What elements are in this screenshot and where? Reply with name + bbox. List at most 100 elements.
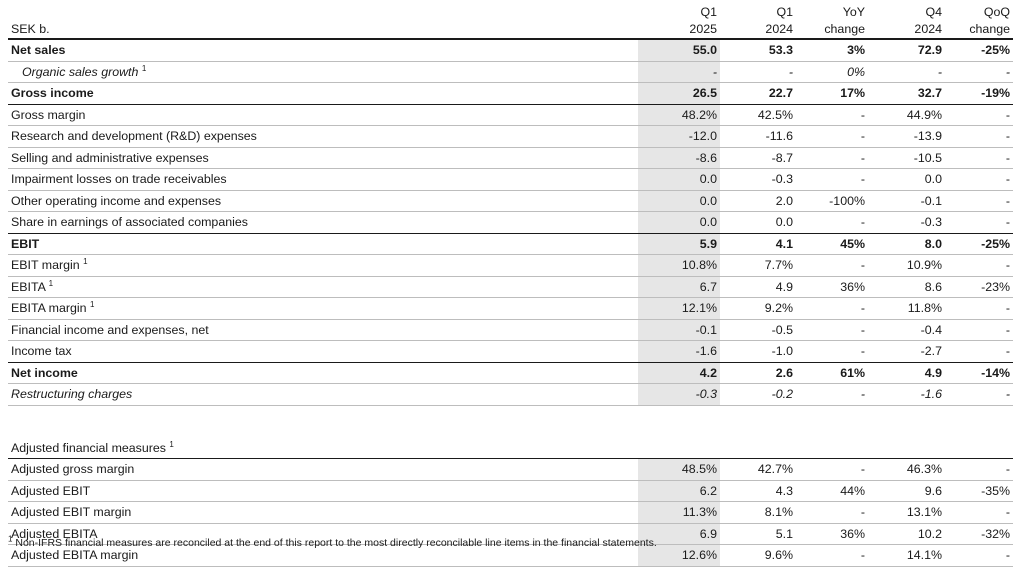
footnote-ref: 1: [89, 300, 95, 310]
cell-col-2: -8.7: [720, 147, 796, 169]
col-header-1-line1: Q1: [700, 5, 717, 19]
row-label: Adjusted EBIT: [8, 480, 638, 502]
cell-col-2: 5.1: [720, 523, 796, 545]
cell-col-3: -: [796, 104, 868, 126]
adjusted-section-title: Adjusted financial measures 1: [8, 437, 638, 459]
cell-col-3: 36%: [796, 276, 868, 298]
cell-col-4: 8.0: [868, 233, 945, 255]
row-label: EBIT margin 1: [8, 254, 638, 277]
cell-col-3: 0%: [796, 61, 868, 83]
cell-col-4: -0.4: [868, 319, 945, 341]
cell-col-5: -: [945, 190, 1013, 212]
cell-col-1: 48.2%: [638, 104, 720, 126]
table-row: Impairment losses on trade receivables 0.…: [8, 168, 1013, 191]
col-header-3-line2: change: [796, 21, 868, 40]
cell-col-1: -: [638, 61, 720, 83]
footnote-ref: 1: [141, 63, 147, 73]
unit-label: SEK b.: [8, 21, 638, 40]
row-label: Selling and administrative expenses: [8, 147, 638, 169]
cell-col-1: 26.5: [638, 82, 720, 105]
cell-col-5: -: [945, 104, 1013, 126]
adjusted-measures-body: Adjusted financial measures 1 Adjusted gr…: [8, 405, 1013, 567]
cell-col-2: 4.9: [720, 276, 796, 298]
cell-col-1: -0.3: [638, 383, 720, 406]
footnote: 1 Non-IFRS financial measures are reconc…: [8, 534, 657, 549]
cell-col-3: 45%: [796, 233, 868, 255]
cell-col-5: -14%: [945, 362, 1013, 384]
cell-col-4: 11.8%: [868, 297, 945, 320]
row-label: Research and development (R&D) expenses: [8, 125, 638, 148]
table-row: Income tax -1.6 -1.0- -2.7-: [8, 340, 1013, 363]
cell-col-4: 13.1%: [868, 501, 945, 524]
cell-col-4: 44.9%: [868, 104, 945, 126]
financial-summary-table: Q1 Q1 YoY Q4 QoQ SEK b. 2025 2024 change…: [8, 4, 1013, 567]
table-row: EBIT margin 1 10.8% 7.7% -10.9% -: [8, 254, 1013, 277]
cell-col-2: -0.3: [720, 168, 796, 191]
cell-col-2: 2.0: [720, 190, 796, 212]
cell-col-2: -0.2: [720, 383, 796, 406]
header-blank: [8, 4, 638, 21]
cell-col-1: -0.1: [638, 319, 720, 341]
table-row: Share in earnings of associated companie…: [8, 211, 1013, 234]
table-row: EBIT 5.9 4.1 45% 8.0 -25%: [8, 233, 1013, 255]
cell-col-5: -: [945, 501, 1013, 524]
row-label: Other operating income and expenses: [8, 190, 638, 212]
table-row: Adjusted EBITA 6.9 5.1 36% 10.2 -32%: [8, 523, 1013, 545]
cell-col-3: -: [796, 544, 868, 567]
row-label: Gross margin: [8, 104, 638, 126]
row-label: Adjusted EBITA: [8, 523, 638, 545]
cell-col-3: -: [796, 319, 868, 341]
row-label: Impairment losses on trade receivables: [8, 168, 638, 191]
cell-col-3: -: [796, 458, 868, 481]
cell-col-3: -: [796, 340, 868, 363]
row-label: Financial income and expenses, net: [8, 319, 638, 341]
row-label: Adjusted EBIT margin: [8, 501, 638, 524]
col-header-2-line2: 2024: [720, 21, 796, 40]
footnote-marker: 1: [8, 534, 13, 544]
cell-col-1: -8.6: [638, 147, 720, 169]
cell-col-4: -0.3: [868, 211, 945, 234]
table-row: EBITA margin 1 12.1% 9.2% -11.8% -: [8, 297, 1013, 320]
row-label: Share in earnings of associated companie…: [8, 211, 638, 234]
cell-col-2: 2.6: [720, 362, 796, 384]
table-row: Net sales 55.0 53.3 3% 72.9 -25%: [8, 39, 1013, 62]
cell-col-4: -1.6: [868, 383, 945, 406]
income-statement-body: Net sales 55.0 53.3 3% 72.9 -25% Organic sales…: [8, 39, 1013, 406]
cell-col-5: -: [945, 297, 1013, 320]
table-row: Adjusted EBIT 6.2 4.3 44% 9.6 -35%: [8, 480, 1013, 502]
cell-col-3: -: [796, 125, 868, 148]
cell-col-2: 9.2%: [720, 297, 796, 320]
table-row: Selling and administrative expenses -8.6-…: [8, 147, 1013, 169]
adjusted-section-header: Adjusted financial measures 1: [8, 437, 1013, 459]
footnote-ref: 1: [169, 439, 174, 449]
cell-col-3: 36%: [796, 523, 868, 545]
table-row: Adjusted EBIT margin 11.3% 8.1% -13.1% -: [8, 501, 1013, 524]
footnote-ref: 1: [48, 278, 54, 288]
row-label: EBITA margin 1: [8, 297, 638, 320]
cell-col-4: -: [868, 61, 945, 83]
cell-col-2: 9.6%: [720, 544, 796, 567]
cell-col-3: 3%: [796, 39, 868, 62]
cell-col-1: 11.3%: [638, 501, 720, 524]
cell-col-4: 9.6: [868, 480, 945, 502]
cell-col-2: -: [720, 61, 796, 83]
cell-col-5: -: [945, 168, 1013, 191]
cell-col-5: -25%: [945, 233, 1013, 255]
cell-col-4: 46.3%: [868, 458, 945, 481]
cell-col-5: -: [945, 319, 1013, 341]
cell-col-1: -12.0: [638, 125, 720, 148]
cell-col-1: 4.2: [638, 362, 720, 384]
cell-col-5: -: [945, 383, 1013, 406]
cell-col-3: -100%: [796, 190, 868, 212]
cell-col-5: -: [945, 125, 1013, 148]
table-row: Financial income and expenses, net -0.1 -0…: [8, 319, 1013, 341]
col-header-5-line1: QoQ: [983, 5, 1010, 19]
table-row: Research and development (R&D) expenses -…: [8, 125, 1013, 148]
cell-col-5: -: [945, 458, 1013, 481]
cell-col-5: -: [945, 61, 1013, 83]
row-label: Adjusted gross margin: [8, 458, 638, 481]
cell-col-4: -10.5: [868, 147, 945, 169]
cell-col-3: -: [796, 211, 868, 234]
table-row: Restructuring charges -0.3 -0.2- -1.6-: [8, 383, 1013, 406]
cell-col-4: 10.9%: [868, 254, 945, 277]
